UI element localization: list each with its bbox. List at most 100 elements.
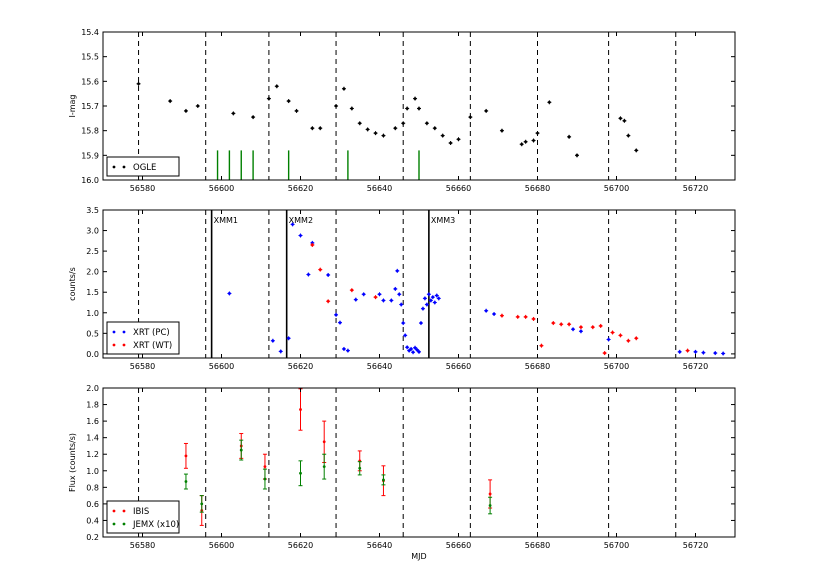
data-point	[435, 294, 439, 297]
data-point	[415, 348, 419, 352]
y-tick-label: 0.8	[86, 483, 99, 492]
data-point	[611, 331, 614, 334]
y-tick-label: 0.4	[86, 516, 99, 525]
data-point	[362, 292, 366, 296]
legend-marker	[112, 165, 116, 169]
data-point	[231, 112, 235, 115]
data-point	[299, 408, 302, 411]
data-point	[417, 350, 421, 354]
data-point	[382, 134, 385, 138]
legend-label: XRT (PC)	[133, 328, 170, 338]
legend: XRT (PC) XRT (WT)	[106, 321, 180, 355]
data-point	[532, 139, 535, 142]
data-point	[310, 126, 314, 130]
data-point	[500, 314, 504, 318]
data-point	[559, 322, 563, 326]
x-tick-label: 56620	[288, 541, 313, 550]
data-point	[299, 234, 302, 237]
data-point	[423, 296, 427, 300]
y-tick-label: 15.6	[81, 77, 99, 86]
data-point	[626, 339, 630, 343]
data-point	[239, 448, 243, 452]
data-point	[307, 273, 310, 276]
data-point	[326, 299, 330, 303]
legend-box	[106, 500, 180, 534]
data-point	[579, 329, 583, 333]
data-point	[591, 325, 595, 329]
data-point	[713, 351, 717, 355]
data-point	[338, 321, 342, 325]
data-point	[619, 333, 622, 337]
data-point	[184, 109, 188, 113]
data-point	[382, 478, 385, 482]
legend-box	[106, 321, 180, 355]
data-point	[417, 107, 421, 110]
data-point	[702, 351, 705, 355]
data-point	[425, 303, 429, 306]
x-tick-label: 56700	[604, 541, 629, 550]
data-point	[354, 298, 358, 302]
x-tick-label: 56720	[683, 184, 708, 193]
data-point	[334, 313, 338, 317]
x-tick-label: 56700	[604, 184, 629, 193]
data-point	[366, 128, 370, 131]
data-point	[401, 321, 405, 325]
data-point	[429, 299, 433, 302]
data-point	[310, 243, 314, 247]
data-point	[382, 299, 385, 302]
data-point	[322, 465, 326, 469]
data-point	[449, 141, 452, 145]
legend-marker	[122, 165, 126, 169]
x-tick-label: 56620	[288, 184, 313, 193]
y-tick-label: 15.9	[81, 151, 99, 160]
data-point	[607, 338, 610, 341]
x-tick-label: 56660	[446, 184, 471, 193]
data-point	[395, 269, 399, 273]
y-tick-label: 1.0	[86, 309, 99, 318]
data-point	[567, 135, 571, 139]
y-tick-label: 1.2	[86, 450, 99, 459]
y-tick-label: 15.5	[81, 53, 99, 62]
y-tick-label: 2.0	[86, 268, 99, 277]
y-tick-label: 1.5	[86, 288, 99, 297]
data-point	[492, 312, 496, 316]
axes-frame	[102, 209, 736, 359]
legend-marker	[122, 509, 126, 513]
legend: IBIS JEMX (x10)	[106, 500, 180, 534]
data-point	[275, 84, 279, 88]
data-point	[279, 350, 283, 353]
x-tick-label: 56680	[525, 362, 550, 371]
data-point	[575, 153, 579, 157]
x-tick-label: 56580	[130, 541, 155, 550]
data-point	[318, 126, 322, 130]
data-point	[287, 336, 291, 340]
data-point	[342, 87, 346, 91]
y-tick-label: 1.4	[86, 434, 99, 443]
data-point	[271, 339, 275, 343]
x-tick-label: 56660	[446, 541, 471, 550]
data-point	[626, 134, 630, 138]
y-tick-label: 1.6	[86, 417, 99, 426]
data-point	[500, 129, 504, 133]
data-point	[524, 315, 528, 319]
legend-marker	[112, 343, 116, 347]
data-point	[184, 480, 188, 483]
data-point	[567, 322, 571, 326]
x-tick-label: 56720	[683, 541, 708, 550]
data-point	[532, 317, 535, 321]
x-tick-label: 56640	[367, 362, 392, 371]
x-tick-label: 56680	[525, 541, 550, 550]
legend-label: XRT (WT)	[133, 341, 172, 351]
x-tick-label: 56720	[683, 362, 708, 371]
y-tick-label: 15.4	[81, 28, 99, 37]
data-point	[228, 292, 231, 295]
data-point	[623, 119, 626, 123]
data-point	[334, 104, 338, 108]
data-point	[378, 292, 381, 296]
data-point	[524, 140, 528, 144]
y-tick-label: 15.8	[81, 127, 99, 136]
legend-marker	[122, 330, 126, 334]
legend-box	[106, 156, 180, 177]
x-tick-label: 56580	[130, 362, 155, 371]
